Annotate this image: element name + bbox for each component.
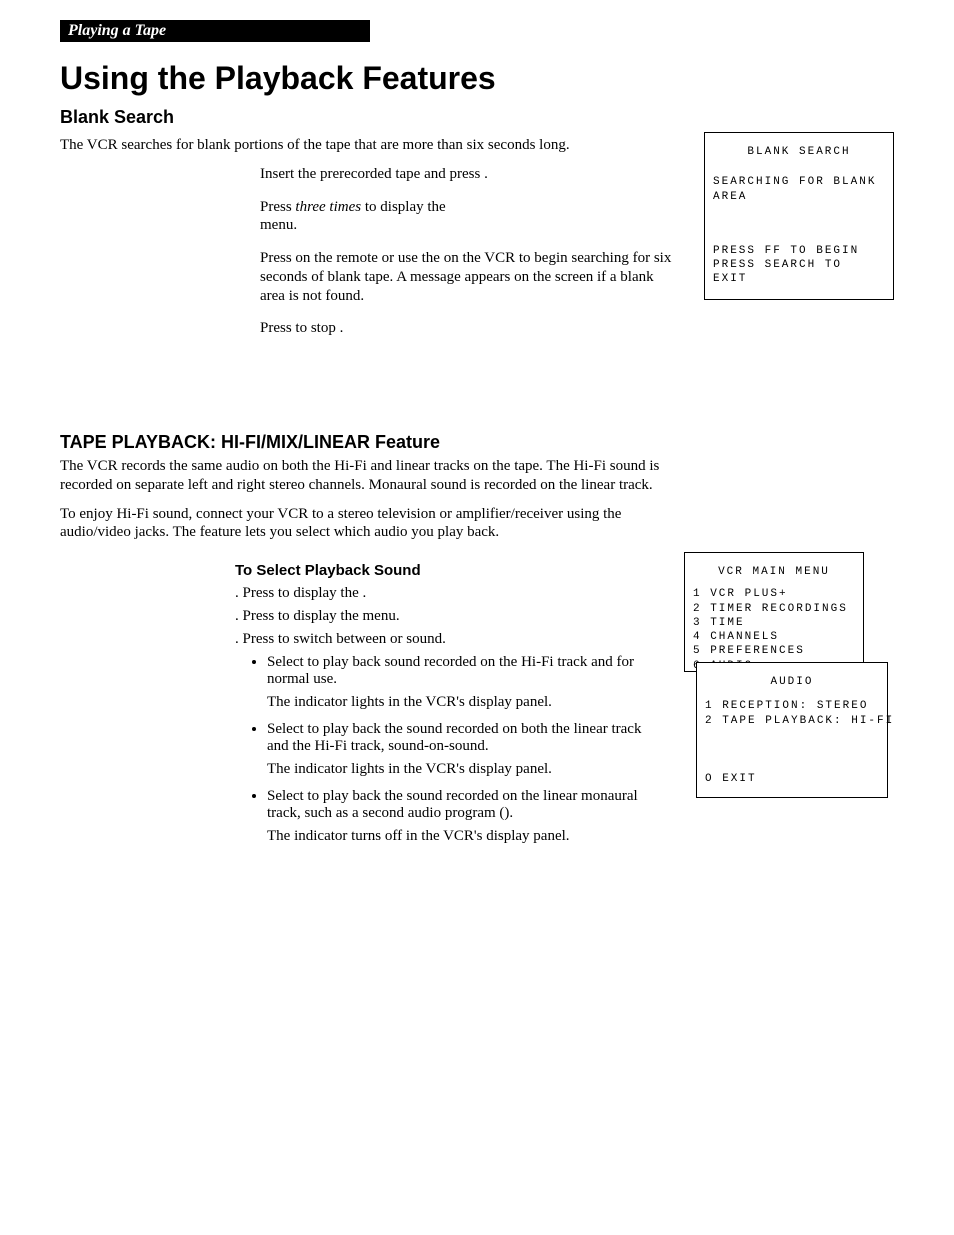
osd-stack: VCR MAIN MENU 1 VCR PLUS+ 2 TIMER RECORD…: [684, 552, 894, 802]
b3a: Select: [267, 788, 307, 804]
playback-ordered-list: Press to display the . Press to display …: [235, 585, 654, 845]
select-playback-heading: To Select Playback Sound: [235, 562, 654, 579]
step-2: Press three times to display the menu.: [260, 198, 674, 236]
blank-search-left: The VCR searches for blank portions of t…: [60, 132, 674, 352]
step-3a: Press: [260, 250, 295, 266]
step-2b: three times: [295, 199, 361, 215]
bullet-1: Select to play back sound recorded on th…: [267, 654, 654, 711]
step-1b: .: [484, 166, 488, 182]
osd-blank-search: BLANK SEARCH SEARCHING FOR BLANK AREA PR…: [704, 132, 894, 300]
step-2d: menu.: [260, 217, 297, 233]
hifi-p2: To enjoy Hi-Fi sound, connect your VCR t…: [60, 505, 680, 543]
osd-blank-line2: PRESS FF TO BEGIN: [713, 244, 885, 258]
li1b: to display the: [278, 585, 363, 601]
step-1: Insert the prerecorded tape and press .: [260, 165, 674, 184]
osd-audio-exit: O EXIT: [705, 772, 879, 786]
b2sa: The: [267, 761, 294, 777]
osd-blank-line1: SEARCHING FOR BLANK AREA: [713, 175, 885, 204]
b3b: to play back the sound recorded on the l…: [267, 788, 638, 821]
step-1a: Insert the prerecorded tape and press: [260, 166, 484, 182]
b3sb: indicator turns off in the VCR's display…: [294, 828, 569, 844]
page: Playing a Tape Using the Playback Featur…: [0, 0, 954, 895]
li3d: sound.: [406, 631, 446, 647]
step-4a: Press: [260, 320, 295, 336]
osd-main-menu: VCR MAIN MENU 1 VCR PLUS+ 2 TIMER RECORD…: [684, 552, 864, 672]
playback-li-3: Press to switch between or sound. Select…: [235, 631, 654, 845]
osd-main-item-4: 5 PREFERENCES: [693, 644, 855, 658]
blank-search-intro: The VCR searches for blank portions of t…: [60, 136, 674, 155]
osd-blank-line3: PRESS SEARCH TO EXIT: [713, 258, 885, 287]
b1b: to play back sound recorded on the Hi-Fi…: [267, 654, 634, 687]
li3c: or: [390, 631, 406, 647]
blank-search-heading: Blank Search: [60, 107, 894, 128]
osd-main-title: VCR MAIN MENU: [693, 565, 855, 579]
osd-blank-title: BLANK SEARCH: [713, 145, 885, 159]
bullet-2: Select to play back the sound recorded o…: [267, 721, 654, 778]
li3a: Press: [243, 631, 278, 647]
b2sb: indicator lights in the VCR's display pa…: [294, 761, 552, 777]
li2b: to display the: [278, 608, 363, 624]
page-title: Using the Playback Features: [60, 60, 894, 97]
b1sb: indicator lights in the VCR's display pa…: [294, 694, 552, 710]
b3c: ).: [504, 805, 513, 821]
blank-search-osd-col: BLANK SEARCH SEARCHING FOR BLANK AREA PR…: [704, 132, 894, 300]
step-3: Press on the remote or use the on the VC…: [260, 249, 674, 305]
step-3b: on the remote or use the: [295, 250, 443, 266]
bullet-1-sub: The indicator lights in the VCR's displa…: [267, 694, 654, 711]
hifi-p2b: feature lets you select which audio you …: [200, 524, 499, 540]
li1c: .: [363, 585, 367, 601]
b1a: Select: [267, 654, 307, 670]
hifi-row: To Select Playback Sound Press to displa…: [60, 552, 894, 855]
osd-main-item-0: 1 VCR PLUS+: [693, 587, 855, 601]
step-2c: to display the: [361, 199, 446, 215]
hifi-heading: TAPE PLAYBACK: HI-FI/MIX/LINEAR Feature: [60, 432, 894, 453]
osd-audio-menu: AUDIO 1 RECEPTION: STEREO 2 TAPE PLAYBAC…: [696, 662, 888, 798]
hifi-osd-col: VCR MAIN MENU 1 VCR PLUS+ 2 TIMER RECORD…: [684, 552, 894, 802]
playback-steps-wrap: To Select Playback Sound Press to displa…: [235, 562, 654, 845]
section-tab: Playing a Tape: [60, 20, 370, 42]
osd-main-item-1: 2 TIMER RECORDINGS: [693, 602, 855, 616]
bullet-3-sub: The indicator turns off in the VCR's dis…: [267, 828, 654, 845]
osd-audio-title: AUDIO: [705, 675, 879, 689]
osd-audio-line2: 2 TAPE PLAYBACK: HI-FI: [705, 714, 879, 728]
blank-search-steps: Insert the prerecorded tape and press . …: [260, 165, 674, 338]
bullet-2-sub: The indicator lights in the VCR's displa…: [267, 761, 654, 778]
hifi-left: To Select Playback Sound Press to displa…: [60, 552, 654, 855]
b2a: Select: [267, 721, 307, 737]
li2a: Press: [243, 608, 278, 624]
hifi-p1: The VCR records the same audio on both t…: [60, 457, 680, 495]
blank-search-row: The VCR searches for blank portions of t…: [60, 132, 894, 352]
b1sa: The: [267, 694, 294, 710]
li2c: menu.: [363, 608, 400, 624]
bullet-list: Select to play back sound recorded on th…: [235, 654, 654, 845]
li1a: Press: [243, 585, 278, 601]
osd-main-item-3: 4 CHANNELS: [693, 630, 855, 644]
step-4: Press to stop .: [260, 319, 674, 338]
b3sa: The: [267, 828, 294, 844]
step-4b: to stop: [295, 320, 339, 336]
osd-audio-line1: 1 RECEPTION: STEREO: [705, 699, 879, 713]
playback-li-2: Press to display the menu.: [235, 608, 654, 625]
step-4c: .: [340, 320, 344, 336]
osd-main-item-2: 3 TIME: [693, 616, 855, 630]
bullet-3: Select to play back the sound recorded o…: [267, 788, 654, 845]
li3b: to switch between: [278, 631, 390, 647]
b2b: to play back the sound recorded on both …: [267, 721, 641, 754]
step-2a: Press: [260, 199, 295, 215]
playback-li-1: Press to display the .: [235, 585, 654, 602]
